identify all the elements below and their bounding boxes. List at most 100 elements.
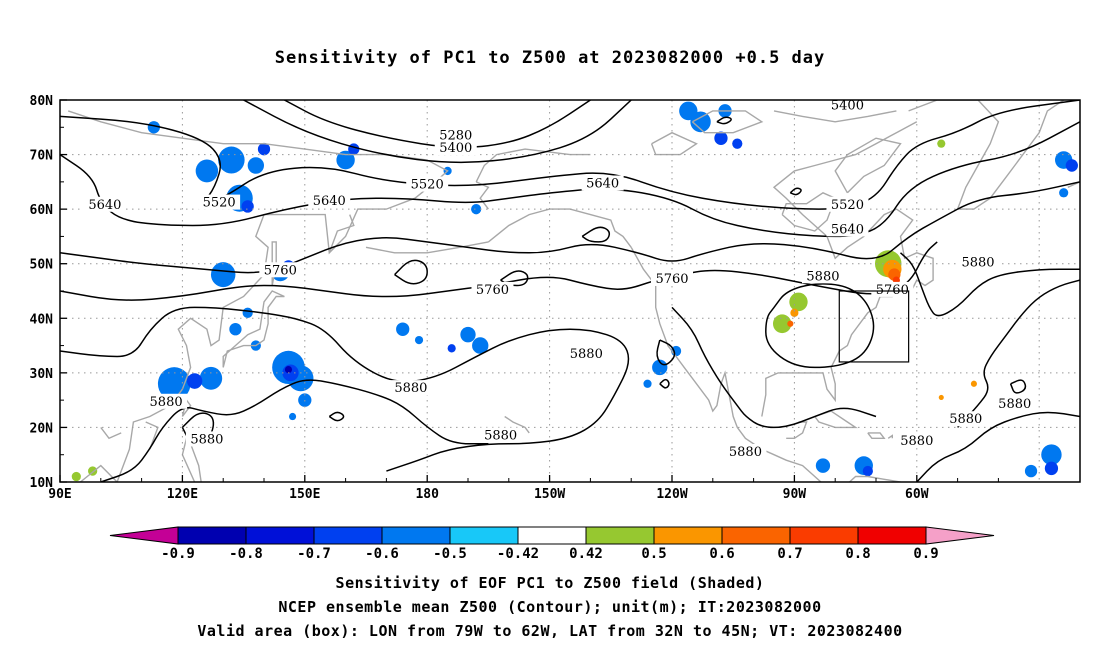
sensitivity-patch [789,292,808,312]
contour-label-bg [871,281,914,297]
contour-label: 5760 [476,283,509,298]
contour-label: 5400 [439,141,472,156]
sensitivity-patch [447,344,456,353]
sensitivity-patch [247,157,264,174]
contour-label: 5880 [190,432,223,447]
colorbar-label: 0.42 [569,546,603,560]
z500-contour [789,187,802,196]
contour-label-bg [724,443,767,459]
sensitivity-patch [790,308,799,317]
contour-label-bg [651,270,693,286]
sensitivity-patch [714,131,728,145]
z500-contour [60,241,938,301]
sensitivity-patch [186,373,203,389]
z500-contour [581,226,611,243]
z500-contour [60,306,630,472]
sensitivity-patch [414,335,424,345]
lat-label: 40N [30,312,54,327]
contour-label: 5640 [831,222,864,237]
contour-label-bg [83,196,126,212]
contour-label: 5880 [961,256,994,271]
z500-contours [60,100,1080,482]
colorbar-cell [517,526,587,545]
sensitivity-patch [937,139,946,148]
contour-label-bg [565,345,608,361]
coastline [630,246,822,482]
coastline [145,421,159,450]
sensitivity-patch [71,471,81,482]
valid-area-rect [838,290,910,363]
z500-contour [100,379,489,482]
z500-contour [243,100,632,164]
sensitivity-patch [199,366,223,390]
gridlines [60,100,1080,482]
z500-contour [671,306,877,429]
contour-label: 5880 [998,397,1031,412]
contour-label: 5520 [203,196,236,211]
colorbar-cell [245,526,315,545]
sensitivity-patch [787,320,794,327]
sensitivity-patch [732,138,743,149]
coastline [1067,176,1080,188]
z500-contour [899,252,1080,317]
contour-label: 5640 [586,176,619,191]
lon-label: 90E [48,487,71,502]
colorbar-cell [789,526,859,545]
contour-label-bg [944,411,987,427]
coastline [100,426,122,440]
coastline [761,121,934,417]
coastline [887,434,893,439]
contour-label: 5280 [439,128,472,143]
z500-contour [328,411,345,422]
contour-label-bg [471,281,514,297]
sensitivity-patch [336,150,355,170]
sensitivity-patch [652,359,668,376]
coastline [834,137,902,194]
contour-label: 5760 [264,263,297,278]
contour-label-bg [389,380,432,396]
sensitivity-patch [1065,159,1078,172]
contour-label: 5880 [900,434,933,449]
lat-label: 50N [30,258,54,273]
lon-label: 120E [167,487,198,502]
contour-label: 5880 [394,381,427,396]
colorbar-label: 0.6 [709,546,734,560]
valid-area-box [838,290,910,363]
contour-label: 5520 [411,178,444,193]
contour-label: 5880 [806,269,839,284]
contour-label: 5880 [570,347,603,362]
coastline [504,415,530,434]
contour-label-bg [993,395,1036,411]
sensitivity-patch [1041,444,1062,466]
sensitivity-patch [1059,188,1069,198]
z500-contour [656,339,676,366]
z500-contour [60,100,1080,210]
colorbar-cell [177,526,247,545]
contour-label: 5760 [655,272,688,287]
colorbar-label: 0.9 [913,546,938,560]
lat-label: 20N [30,421,54,436]
coastline [222,290,285,368]
z500-contour [957,279,1080,428]
colorbar-label: 0.7 [777,546,802,560]
contour-label-bg [198,194,241,210]
sensitivity-patch [938,394,944,401]
sensitivity-patch [892,276,900,284]
sensitivity-patch [210,262,236,288]
sensitivity-patch [679,101,698,121]
coastline [328,214,355,254]
sensitivity-patch [288,412,297,421]
colorbar-cell [925,526,995,545]
lon-label: 60W [905,487,929,502]
lat-label: 80N [30,94,54,109]
sensitivity-patch [157,367,191,401]
coastline [475,148,591,183]
caption-line-3: Valid area (box): LON from 79W to 62W, L… [197,622,903,640]
z500-contour [60,121,1080,238]
sensitivity-patch [970,380,977,387]
colorbar-label: 0.8 [845,546,870,560]
colorbar-label: 0.5 [641,546,666,560]
lat-label: 60N [30,203,54,218]
